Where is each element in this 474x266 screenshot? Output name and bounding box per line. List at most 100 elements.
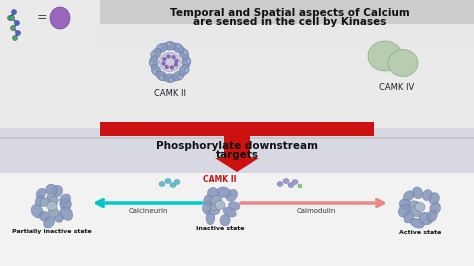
Ellipse shape [150,56,158,68]
Ellipse shape [166,42,172,47]
Bar [0,137,474,139]
Ellipse shape [427,210,437,222]
Text: Active state: Active state [399,230,441,235]
Text: =: = [36,11,47,24]
Ellipse shape [173,71,184,81]
Ellipse shape [220,215,230,226]
Ellipse shape [174,59,178,63]
Ellipse shape [419,212,432,225]
Ellipse shape [60,194,71,204]
Ellipse shape [31,205,43,218]
Ellipse shape [162,61,165,65]
Ellipse shape [11,10,17,15]
Ellipse shape [12,35,18,40]
Ellipse shape [16,31,20,35]
Ellipse shape [223,207,236,217]
Ellipse shape [40,198,49,206]
Ellipse shape [228,202,240,210]
Ellipse shape [288,182,294,188]
Ellipse shape [156,43,168,53]
Ellipse shape [206,211,215,225]
Ellipse shape [398,204,411,217]
Bar [0,0,474,138]
Ellipse shape [152,69,157,74]
Ellipse shape [184,67,189,73]
Ellipse shape [149,60,154,66]
Ellipse shape [210,203,222,211]
Text: CAMK II: CAMK II [154,89,186,98]
Ellipse shape [39,211,50,221]
Ellipse shape [174,63,178,66]
Ellipse shape [204,195,213,206]
Text: Calmodulin: Calmodulin [296,208,336,214]
Ellipse shape [44,217,55,228]
Ellipse shape [179,64,189,76]
Ellipse shape [52,185,63,197]
Ellipse shape [388,49,418,77]
Ellipse shape [173,43,184,53]
Ellipse shape [166,55,170,58]
Bar [0,128,474,173]
Bar [100,24,474,46]
Text: CAMK IV: CAMK IV [379,84,415,93]
Ellipse shape [215,201,225,210]
Ellipse shape [60,198,71,210]
Ellipse shape [208,188,219,199]
Ellipse shape [368,41,402,71]
Ellipse shape [183,49,188,55]
Ellipse shape [36,188,46,198]
Ellipse shape [410,201,421,209]
Ellipse shape [428,193,439,204]
Ellipse shape [179,48,189,60]
Polygon shape [215,158,259,172]
Bar [100,122,374,136]
Ellipse shape [160,52,181,72]
Bar [100,0,474,26]
Ellipse shape [399,199,411,210]
Ellipse shape [422,190,432,201]
Ellipse shape [159,181,165,186]
Ellipse shape [174,180,180,185]
Ellipse shape [46,184,57,196]
Ellipse shape [182,56,191,68]
Ellipse shape [60,206,73,220]
Ellipse shape [415,202,425,211]
Ellipse shape [35,196,46,206]
Ellipse shape [410,218,424,228]
Text: Phosphorylate downstream: Phosphorylate downstream [156,141,318,151]
Ellipse shape [151,64,161,76]
Ellipse shape [283,178,289,184]
Ellipse shape [211,199,219,207]
Ellipse shape [178,74,183,80]
Ellipse shape [403,191,414,201]
Ellipse shape [186,58,191,64]
Ellipse shape [151,51,155,57]
Ellipse shape [169,77,174,82]
Ellipse shape [226,189,237,201]
Ellipse shape [8,15,12,20]
Ellipse shape [430,202,440,214]
Ellipse shape [164,41,176,50]
Ellipse shape [163,57,166,61]
Ellipse shape [170,182,176,188]
Ellipse shape [404,211,415,223]
Ellipse shape [48,207,59,217]
Text: CAMK II: CAMK II [203,174,237,184]
Ellipse shape [50,7,70,29]
Ellipse shape [210,206,220,215]
Text: are sensed in the cell by Kinases: are sensed in the cell by Kinases [193,17,387,27]
Ellipse shape [157,44,162,49]
Ellipse shape [10,26,16,31]
Bar [224,136,250,158]
Ellipse shape [298,184,302,188]
Ellipse shape [164,74,176,82]
Ellipse shape [159,75,164,80]
Ellipse shape [409,204,420,214]
Ellipse shape [50,196,58,205]
Text: Calcineurin: Calcineurin [128,208,168,214]
Ellipse shape [175,44,181,49]
Ellipse shape [170,65,174,69]
Ellipse shape [165,178,171,184]
Ellipse shape [151,48,161,60]
Ellipse shape [411,206,421,217]
